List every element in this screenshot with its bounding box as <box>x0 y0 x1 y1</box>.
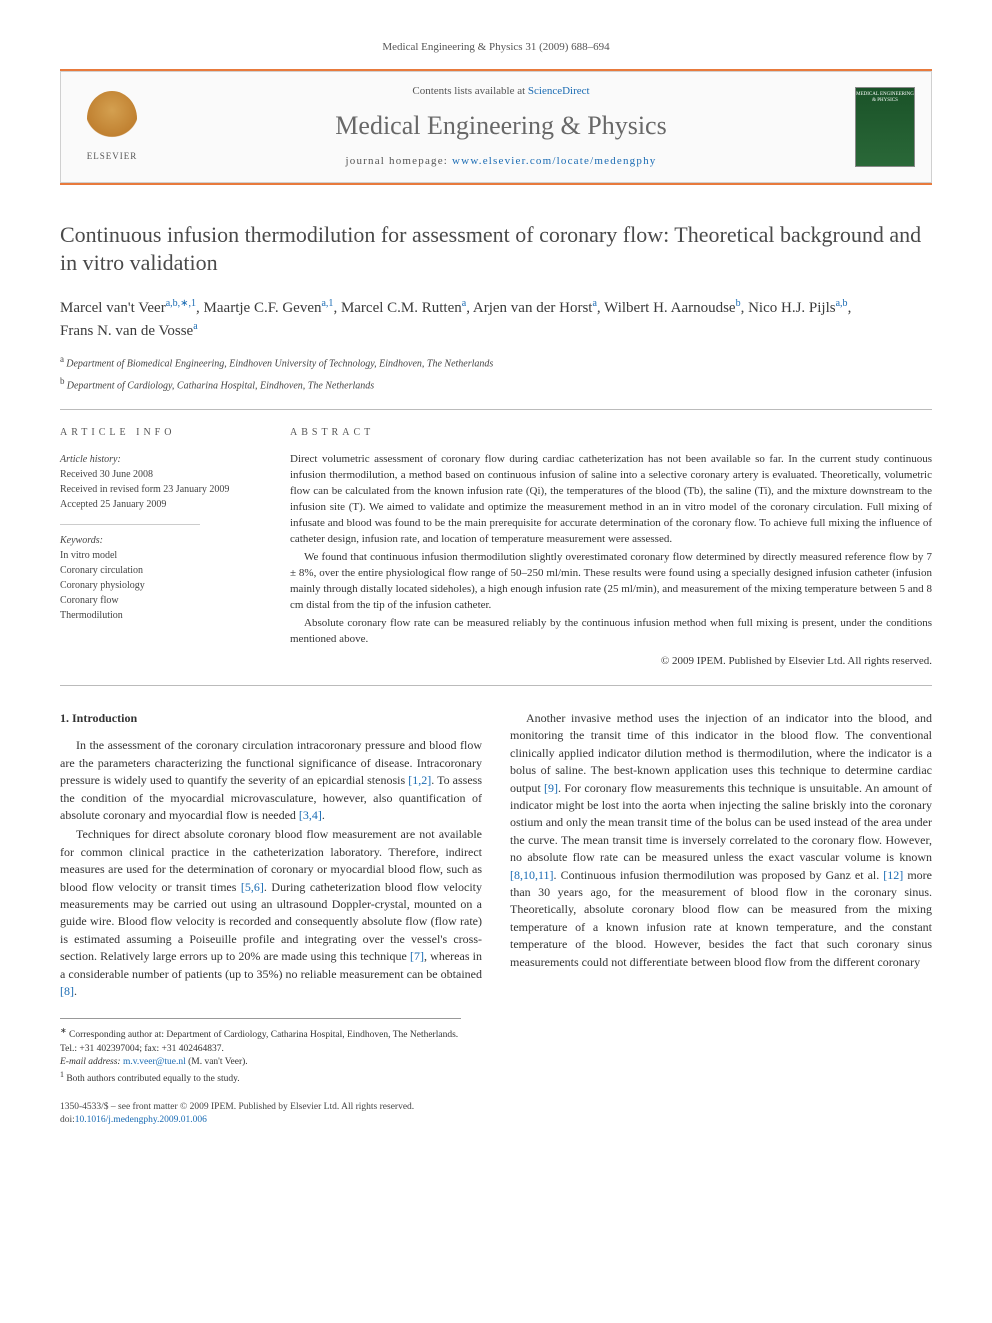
homepage-line: journal homepage: www.elsevier.com/locat… <box>163 154 839 169</box>
shared-symbol: 1 <box>60 1070 64 1079</box>
history-accepted: Accepted 25 January 2009 <box>60 497 260 512</box>
author: Marcel van't Veera,b,∗,1 <box>60 300 196 316</box>
author-sup: a <box>462 298 466 309</box>
journal-cover-thumb: MEDICAL ENGINEERING & PHYSICS <box>855 87 915 167</box>
footnotes-block: ∗ Corresponding author at: Department of… <box>60 1018 461 1087</box>
bottom-accent-bar <box>60 183 932 185</box>
abstract-paragraph: Direct volumetric assessment of coronary… <box>290 452 932 548</box>
body-paragraph: Another invasive method uses the injecti… <box>510 710 932 971</box>
doi-link[interactable]: 10.1016/j.medengphy.2009.01.006 <box>75 1115 207 1125</box>
author: Maartje C.F. Gevena,1 <box>204 300 334 316</box>
abstract-paragraph: We found that continuous infusion thermo… <box>290 550 932 614</box>
keyword: In vitro model <box>60 548 260 563</box>
history-received: Received 30 June 2008 <box>60 467 260 482</box>
corr-symbol: ∗ <box>60 1026 67 1035</box>
history-label: Article history: <box>60 452 260 467</box>
abstract-paragraph: Absolute coronary flow rate can be measu… <box>290 616 932 648</box>
elsevier-tree-icon <box>87 91 137 146</box>
section-1-heading: 1. Introduction <box>60 710 482 727</box>
info-divider <box>60 524 200 525</box>
footnote-corresponding: ∗ Corresponding author at: Department of… <box>60 1025 461 1056</box>
affiliation-sup: b <box>60 376 67 386</box>
citation-link[interactable]: [1,2] <box>408 773 431 787</box>
history-revised: Received in revised form 23 January 2009 <box>60 482 260 497</box>
abstract-column: ABSTRACT Direct volumetric assessment of… <box>290 426 932 669</box>
author: Marcel C.M. Ruttena <box>341 300 466 316</box>
body-paragraph: In the assessment of the coronary circul… <box>60 737 482 824</box>
author-list: Marcel van't Veera,b,∗,1, Maartje C.F. G… <box>60 296 932 343</box>
divider-top <box>60 409 932 410</box>
affiliation: b Department of Cardiology, Catharina Ho… <box>60 375 932 393</box>
article-info-column: ARTICLE INFO Article history: Received 3… <box>60 426 260 669</box>
citation-link[interactable]: [5,6] <box>241 880 264 894</box>
author-sup: a,b <box>836 298 848 309</box>
cover-thumb-text: MEDICAL ENGINEERING & PHYSICS <box>856 92 914 104</box>
keyword: Coronary circulation <box>60 563 260 578</box>
abstract-heading: ABSTRACT <box>290 426 932 440</box>
email-link[interactable]: m.v.veer@tue.nl <box>123 1057 186 1067</box>
contents-available-line: Contents lists available at ScienceDirec… <box>163 84 839 99</box>
banner-center: Contents lists available at ScienceDirec… <box>163 84 839 169</box>
keywords-label: Keywords: <box>60 533 260 548</box>
affiliation: a Department of Biomedical Engineering, … <box>60 353 932 371</box>
corr-text: Corresponding author at: Department of C… <box>60 1030 458 1053</box>
citation-link[interactable]: [3,4] <box>299 808 322 822</box>
abstract-copyright: © 2009 IPEM. Published by Elsevier Ltd. … <box>290 654 932 669</box>
keyword: Coronary flow <box>60 593 260 608</box>
keywords-block: Keywords: In vitro modelCoronary circula… <box>60 533 260 623</box>
homepage-prefix: journal homepage: <box>346 155 453 167</box>
email-label: E-mail address: <box>60 1057 123 1067</box>
citation-link[interactable]: [8,10,11] <box>510 868 554 882</box>
citation-link[interactable]: [7] <box>410 949 424 963</box>
homepage-link[interactable]: www.elsevier.com/locate/medengphy <box>452 155 656 167</box>
doi-label: doi: <box>60 1115 75 1125</box>
citation-link[interactable]: [12] <box>883 868 903 882</box>
citation-link[interactable]: [8] <box>60 984 74 998</box>
article-history-block: Article history: Received 30 June 2008 R… <box>60 452 260 512</box>
article-title: Continuous infusion thermodilution for a… <box>60 221 932 278</box>
author: Nico H.J. Pijlsa,b <box>748 300 847 316</box>
email-suffix: (M. van't Veer). <box>186 1057 248 1067</box>
author: Wilbert H. Aarnoudseb <box>604 300 740 316</box>
author-sup: a,b,∗,1 <box>166 298 196 309</box>
abstract-text: Direct volumetric assessment of coronary… <box>290 452 932 647</box>
author: Frans N. van de Vossea <box>60 323 198 339</box>
info-abstract-row: ARTICLE INFO Article history: Received 3… <box>60 426 932 669</box>
footer-copyright: 1350-4533/$ – see front matter © 2009 IP… <box>60 1101 932 1114</box>
sciencedirect-link[interactable]: ScienceDirect <box>528 85 590 97</box>
footer-block: 1350-4533/$ – see front matter © 2009 IP… <box>60 1101 932 1128</box>
author-sup: a <box>592 298 596 309</box>
footnote-email: E-mail address: m.v.veer@tue.nl (M. van'… <box>60 1056 461 1069</box>
author: Arjen van der Horsta <box>473 300 597 316</box>
body-paragraph: Techniques for direct absolute coronary … <box>60 826 482 1000</box>
divider-bottom <box>60 685 932 686</box>
journal-banner: ELSEVIER Contents lists available at Sci… <box>60 71 932 182</box>
elsevier-label: ELSEVIER <box>87 150 138 163</box>
affiliation-sup: a <box>60 354 66 364</box>
elsevier-logo: ELSEVIER <box>77 87 147 167</box>
keyword: Coronary physiology <box>60 578 260 593</box>
author-sup: a,1 <box>321 298 333 309</box>
author-sup: b <box>736 298 741 309</box>
running-header: Medical Engineering & Physics 31 (2009) … <box>60 40 932 55</box>
keyword: Thermodilution <box>60 608 260 623</box>
footer-doi-line: doi:10.1016/j.medengphy.2009.01.006 <box>60 1114 932 1127</box>
shared-text: Both authors contributed equally to the … <box>66 1075 239 1085</box>
contents-prefix: Contents lists available at <box>412 85 527 97</box>
journal-title: Medical Engineering & Physics <box>163 108 839 144</box>
author-sup: a <box>193 321 197 332</box>
body-text-columns: 1. Introduction In the assessment of the… <box>60 710 932 1000</box>
article-info-heading: ARTICLE INFO <box>60 426 260 440</box>
footnote-shared: 1 Both authors contributed equally to th… <box>60 1069 461 1086</box>
citation-link[interactable]: [9] <box>544 781 558 795</box>
